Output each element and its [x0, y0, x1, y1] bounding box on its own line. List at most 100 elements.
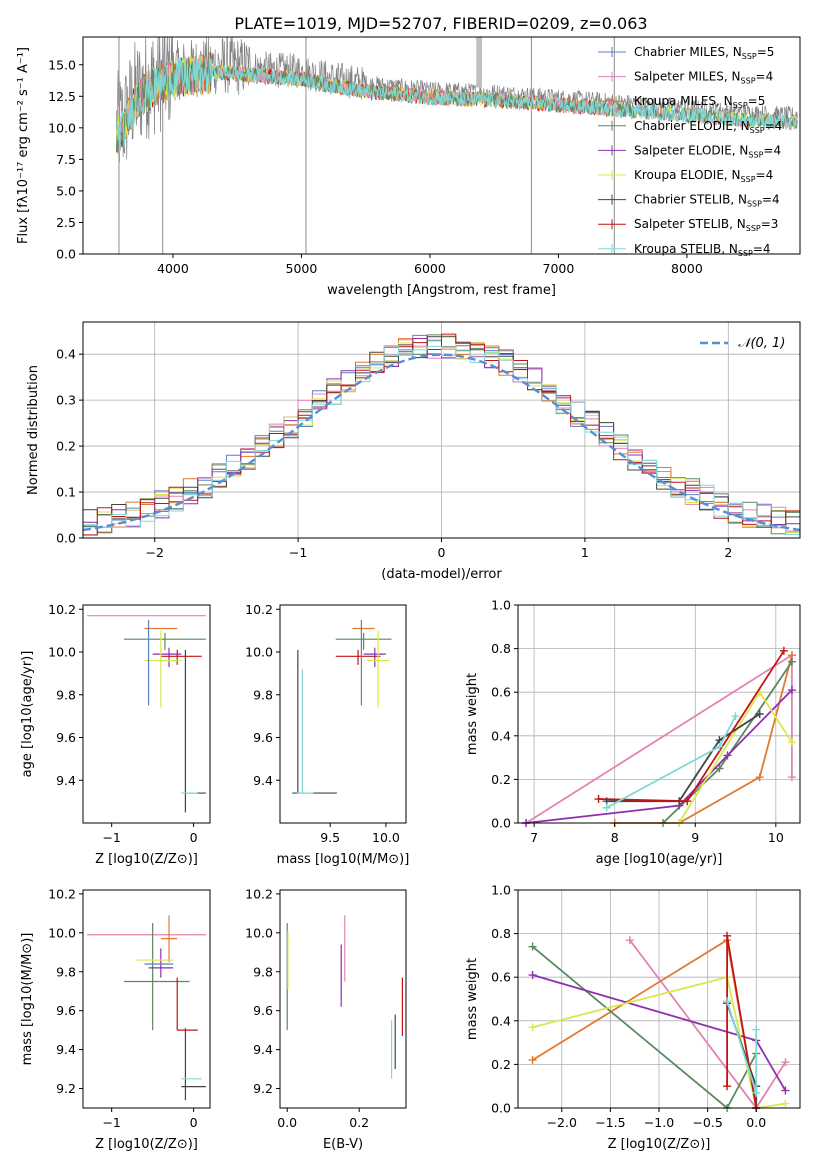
y-tick-label: 9.2: [56, 1081, 76, 1096]
legend-subscript: SSP: [738, 249, 753, 258]
y-tick-label: 12.5: [48, 89, 76, 104]
y-tick-label: 1.0: [491, 883, 511, 898]
mass-weight-vs-Z-panel: −2.0 −1.5 −1.0 −0.5 0.0 0.0 0.2 0.4 0.6 0.8 1.0 Z […: [465, 883, 801, 1152]
legend-entry: Chabrier MILES, NSSP=5: [634, 45, 774, 61]
legend-subscript: SSP: [747, 200, 762, 209]
axes-frame: [279, 889, 407, 1109]
x-tick-label: 0.2: [349, 1115, 369, 1130]
mass-weight-marker: [731, 712, 740, 721]
x-axis-label: age [log10(age/yr)]: [596, 852, 723, 867]
x-tick-label: 5000: [286, 261, 318, 276]
legend-entry: 𝒩(0, 1): [738, 336, 785, 351]
y-axis-label: mass weight: [465, 673, 480, 755]
legend-entry: Kroupa STELIB, NSSP=4: [634, 242, 771, 258]
y-tick-label: 5.0: [56, 183, 76, 198]
mass-weight-marker: [781, 1086, 790, 1095]
axes-frame: [82, 604, 211, 824]
mass-vs-ebv-panel: 0.0 0.2 9.2 9.4 9.6 9.8 10.0 10.2 E(B-V): [245, 886, 407, 1152]
mass-weight-marker: [755, 773, 764, 782]
mass-weight-marker: [723, 751, 732, 760]
y-tick-label: 10.2: [245, 886, 273, 901]
y-tick-label: 0.6: [491, 685, 511, 700]
y-tick-label: 0.1: [56, 485, 76, 500]
x-tick-label: −1.5: [595, 1115, 625, 1130]
y-tick-label: 0.2: [491, 772, 511, 787]
y-tick-label: 9.8: [56, 964, 76, 979]
mass-weight-marker: [528, 942, 537, 951]
x-tick-label: 8000: [671, 261, 703, 276]
y-tick-label: 0.0: [56, 247, 76, 262]
mass-weight-marker: [755, 710, 764, 718]
mass-weight-vs-age-panel: 7 8 9 10 0.0 0.2 0.4 0.6 0.8 1.0 age [log10(age/yr…: [465, 598, 801, 867]
spectrum-legend: Chabrier MILES, NSSP=5 Salpeter MILES, NS…: [598, 45, 782, 258]
mass-weight-marker: [594, 795, 603, 804]
legend-entry: Kroupa ELODIE, NSSP=4: [634, 168, 773, 184]
legend-entry: Salpeter MILES, NSSP=4: [634, 70, 773, 86]
y-tick-label: 9.2: [253, 1081, 273, 1096]
legend-entry: Chabrier STELIB, NSSP=4: [634, 193, 780, 209]
legend-value: =4: [763, 143, 781, 157]
y-tick-label: 0.8: [491, 641, 511, 656]
legend-subscript: SSP: [733, 101, 748, 110]
y-axis-label: age [log10(age/yr)]: [20, 651, 35, 778]
y-tick-label: 0.4: [56, 347, 76, 362]
y-tick-label: 0.3: [56, 393, 76, 408]
y-tick-label: 9.4: [56, 1042, 76, 1057]
legend-subscript: SSP: [741, 175, 756, 184]
y-tick-label: 10.2: [48, 602, 76, 617]
age-vs-mass-panel: 9.5 10.0 9.4 9.6 9.8 10.0 10.2 mass [log10(M/M⊙…: [245, 602, 409, 867]
mass-weight-marker: [779, 646, 788, 655]
y-tick-label: 0.4: [491, 728, 511, 743]
axes-frame: [82, 889, 211, 1109]
x-tick-label: 0: [438, 545, 446, 560]
x-tick-label: 7: [530, 830, 538, 845]
mass-weight-marker: [715, 764, 724, 773]
mass-weight-marker: [625, 936, 634, 945]
x-tick-label: −1: [102, 830, 120, 845]
legend-value: =3: [761, 217, 779, 231]
y-tick-label: 10.2: [48, 886, 76, 901]
y-tick-label: 0.0: [491, 816, 511, 831]
y-tick-label: 9.6: [56, 730, 76, 745]
x-axis-label: Z [log10(Z/Z⊙)]: [608, 1137, 711, 1152]
mass-weight-marker: [723, 997, 732, 1006]
y-tick-label: 10.0: [48, 120, 76, 135]
y-tick-label: 0.0: [56, 531, 76, 546]
x-tick-label: 8: [611, 830, 619, 845]
x-tick-label: 9: [691, 830, 699, 845]
histogram-step: [83, 333, 800, 536]
legend-subscript: SSP: [742, 52, 757, 61]
age-vs-Z-panel: −1 0 9.4 9.6 9.8 10.0 10.2 Z [log10(Z/Z⊙)] age […: [20, 602, 211, 867]
y-tick-label: 0.4: [491, 1013, 511, 1028]
spectrum-plot-area: [115, 37, 798, 254]
x-tick-label: 0: [190, 1115, 198, 1130]
axes-frame: [82, 36, 801, 255]
legend-value: =4: [762, 193, 780, 207]
y-tick-label: 9.8: [56, 687, 76, 702]
mass-vs-Z-panel: −1 0 9.2 9.4 9.6 9.8 10.0 10.2 Z [log10(Z/Z⊙)] ma…: [20, 886, 211, 1152]
legend-value: =4: [765, 119, 783, 133]
x-tick-label: −0.5: [692, 1115, 722, 1130]
x-tick-label: 0.0: [746, 1115, 766, 1130]
legend-value: =4: [756, 168, 774, 182]
legend-subscript: SSP: [748, 150, 763, 159]
mass-weight-line: [525, 653, 793, 824]
x-tick-label: −2.0: [547, 1115, 577, 1130]
legend-value: =4: [753, 242, 771, 256]
mass-weight-marker: [787, 657, 796, 666]
legend-subscript: SSP: [741, 77, 756, 86]
y-tick-label: 0.8: [491, 926, 511, 941]
x-axis-label: (data-model)/error: [381, 567, 502, 582]
y-tick-label: 1.0: [491, 598, 511, 613]
x-tick-label: 1: [581, 545, 589, 560]
mass-weight-line: [662, 661, 793, 824]
y-tick-label: 0.6: [491, 970, 511, 985]
masked-region: [476, 37, 482, 88]
mass-weight-line: [532, 938, 758, 1109]
x-tick-label: −1: [102, 1115, 120, 1130]
x-tick-label: −1.0: [644, 1115, 674, 1130]
figure-title: PLATE=1019, MJD=52707, FIBERID=0209, z=0…: [234, 14, 647, 33]
mass-weight-marker: [787, 738, 796, 747]
x-tick-label: 2: [724, 545, 732, 560]
y-tick-label: 10.0: [48, 645, 76, 660]
